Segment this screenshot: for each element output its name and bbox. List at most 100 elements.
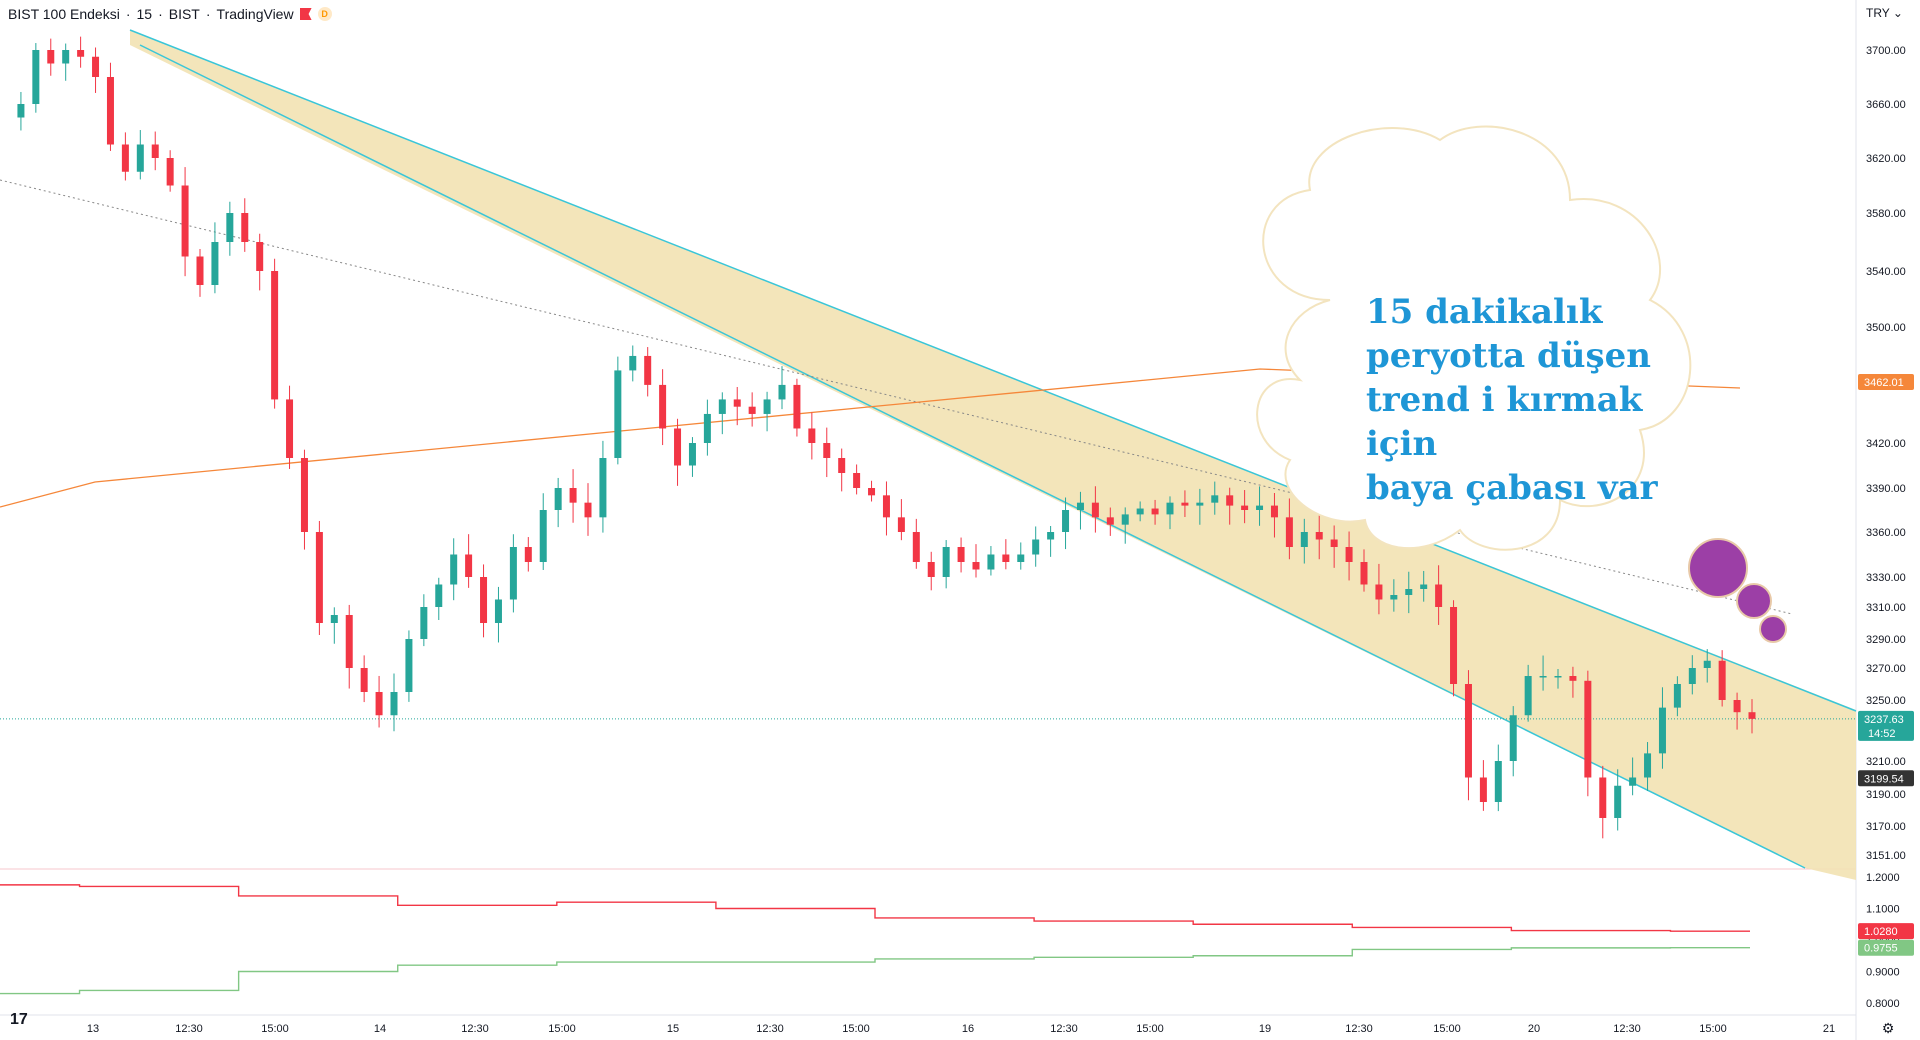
candle-body (793, 384, 801, 429)
currency-label[interactable]: TRY (1866, 6, 1890, 20)
gear-icon[interactable]: ⚙ (1882, 1020, 1895, 1036)
candle-body (1599, 777, 1607, 818)
candle-body (1062, 510, 1070, 532)
candle-body (1226, 495, 1234, 506)
time-tick-label: 16 (962, 1023, 974, 1035)
candle-body (987, 554, 995, 570)
indicator-value-badge (1858, 923, 1914, 940)
price-tick-label: 3540.00 (1866, 266, 1906, 278)
candle-body (897, 517, 905, 532)
candle-body (778, 384, 786, 400)
annotation-text: 15 dakikalık peryotta düşen trend i kırm… (1366, 290, 1696, 510)
chart-header: BIST 100 Endeksi · 15 · BIST · TradingVi… (8, 6, 332, 22)
candle-body (1211, 495, 1219, 503)
candle-body (1614, 785, 1622, 818)
candle-body (435, 584, 443, 607)
candle-body (718, 399, 726, 414)
candle-body (121, 144, 129, 172)
candle-body (1032, 539, 1040, 555)
indicator-tick-label: 0.8000 (1866, 998, 1900, 1010)
candle-body (360, 668, 368, 692)
candle-body (1091, 502, 1099, 518)
price-label-badge (1858, 710, 1914, 741)
candle-body (420, 607, 428, 639)
price-label-value: 3199.54 (1864, 773, 1904, 785)
candle-body (1270, 505, 1278, 518)
candle-body (405, 639, 413, 692)
thought-bubble-medium (1736, 583, 1772, 619)
tradingview-logo[interactable]: 17 (10, 1011, 28, 1028)
candle-body (450, 554, 458, 585)
candle-body (226, 213, 234, 242)
candle-body (241, 213, 249, 242)
candle-body (300, 458, 308, 532)
price-tick-label: 3270.00 (1866, 663, 1906, 675)
candle-body (390, 692, 398, 716)
candle-body (748, 406, 756, 414)
header-separator: · (125, 6, 131, 22)
candle-body (1076, 502, 1084, 510)
time-tick-label: 12:30 (1345, 1023, 1373, 1035)
candle-body (32, 50, 40, 104)
channel-fill (130, 30, 1856, 880)
candle-body (1241, 505, 1249, 510)
indicator-tick-label: 1.2000 (1866, 872, 1900, 884)
candle-body (1300, 532, 1308, 547)
candle-body (1554, 676, 1562, 678)
candle-body (1464, 684, 1472, 778)
candle-body (688, 443, 696, 466)
candle-body (1524, 676, 1532, 716)
candle-body (181, 185, 189, 257)
candle-body (912, 532, 920, 562)
price-tick-label: 3250.00 (1866, 695, 1906, 707)
dividend-badge[interactable]: D (317, 7, 332, 21)
price-tick-label: 3290.00 (1866, 634, 1906, 646)
thought-cloud (1256, 125, 1692, 551)
indicator-tick-label: 1.1000 (1866, 904, 1900, 916)
candle-body (151, 144, 159, 158)
candle-body (509, 547, 517, 600)
time-tick-label: 14 (374, 1023, 386, 1035)
candle-body (1420, 584, 1428, 589)
candle-body (584, 502, 592, 518)
currency-selector[interactable]: TRY ⌄ (1866, 6, 1903, 20)
candle-body (1375, 584, 1383, 600)
time-tick-label: 12:30 (756, 1023, 784, 1035)
symbol-title[interactable]: BIST 100 Endeksi (8, 6, 120, 22)
candle-body (1584, 680, 1592, 778)
time-tick-label: 15:00 (1136, 1023, 1164, 1035)
candle-body (286, 399, 294, 458)
time-tick-label: 15:00 (1699, 1023, 1727, 1035)
candle-body (569, 488, 577, 503)
indicator-value-badge (1858, 939, 1914, 956)
candle-body (763, 399, 771, 414)
candle-body (808, 428, 816, 443)
candle-body (1479, 777, 1487, 802)
candle-body (315, 532, 323, 623)
interval-label[interactable]: 15 (136, 6, 153, 22)
indicator-series-line (0, 884, 1750, 932)
candle-body (1405, 589, 1413, 595)
candle-body (838, 458, 846, 473)
candle-body (733, 399, 741, 407)
candle-body (1450, 607, 1458, 684)
candle-body (62, 50, 70, 64)
candle-body (614, 370, 622, 458)
price-tick-label: 3660.00 (1866, 99, 1906, 111)
candle-body (1703, 660, 1711, 668)
flag-icon[interactable] (299, 8, 312, 20)
candle-body (1360, 562, 1368, 585)
candle-body (494, 599, 502, 623)
candle-body (1658, 707, 1666, 754)
price-label-value: 3462.01 (1864, 377, 1904, 389)
header-separator: · (205, 6, 211, 22)
candle-body (823, 443, 831, 458)
candle-body (1435, 584, 1443, 607)
candle-body (47, 50, 55, 64)
price-tick-label: 3700.00 (1866, 45, 1906, 57)
chevron-down-icon: ⌄ (1889, 6, 1903, 20)
candle-body (345, 615, 353, 668)
candle-body (644, 355, 652, 385)
price-tick-label: 3580.00 (1866, 208, 1906, 220)
